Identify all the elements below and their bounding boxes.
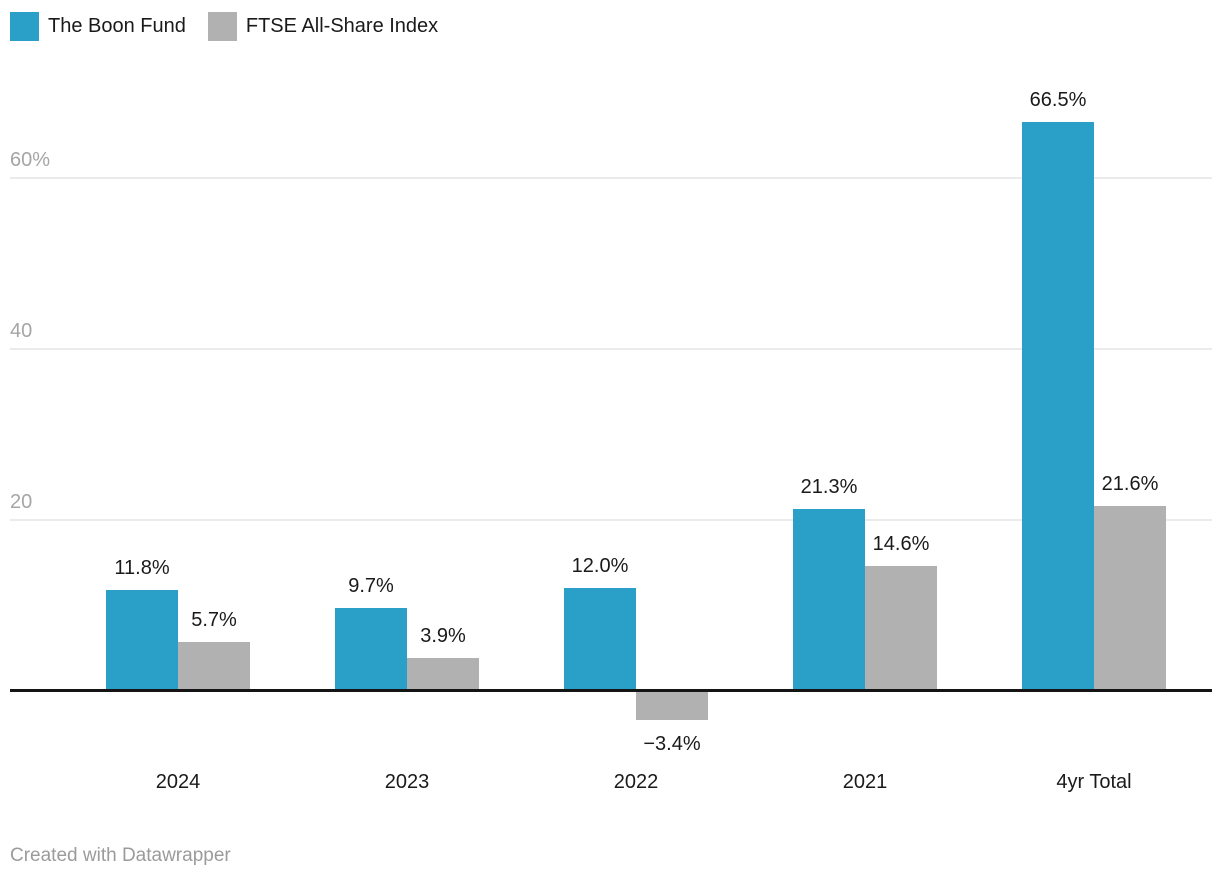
legend-item-boon-fund: The Boon Fund bbox=[10, 12, 186, 41]
value-label-ftse-index-2021: 14.6% bbox=[872, 533, 930, 556]
value-label-boon-fund-2024: 11.8% bbox=[114, 557, 170, 580]
category-label-2024: 2024 bbox=[155, 771, 201, 793]
value-label-ftse-index-2023: 3.9% bbox=[420, 624, 466, 647]
bar-boon-fund-2022 bbox=[564, 588, 636, 691]
legend-label-ftse-index: FTSE All-Share Index bbox=[245, 15, 439, 37]
category-label-2022: 2022 bbox=[613, 771, 659, 793]
value-label-boon-fund-4yr Total: 66.5% bbox=[1029, 89, 1087, 112]
bar-boon-fund-2023 bbox=[335, 608, 407, 691]
value-label-boon-fund-2022: 12.0% bbox=[571, 555, 629, 578]
legend-swatch-ftse-index bbox=[207, 12, 237, 41]
zero-baseline bbox=[10, 689, 1212, 692]
value-label-ftse-index-2022: −3.4% bbox=[643, 733, 701, 756]
bar-boon-fund-2024 bbox=[106, 590, 178, 691]
bar-boon-fund-4yr Total bbox=[1022, 122, 1094, 691]
gridline-20 bbox=[10, 519, 1212, 521]
category-label-2021: 2021 bbox=[842, 771, 888, 793]
legend-item-ftse-index: FTSE All-Share Index bbox=[207, 12, 439, 41]
bar-ftse-index-2021 bbox=[865, 566, 937, 691]
category-label-2023: 2023 bbox=[384, 771, 430, 793]
bar-boon-fund-2021 bbox=[793, 508, 865, 691]
bar-ftse-index-2023 bbox=[407, 657, 479, 691]
bar-ftse-index-2024 bbox=[178, 642, 250, 691]
y-tick-label-40: 40 bbox=[10, 320, 33, 342]
bar-ftse-index-2022 bbox=[636, 691, 708, 721]
legend: The Boon Fund FTSE All-Share Index bbox=[10, 12, 438, 41]
gridline-40 bbox=[10, 348, 1212, 350]
value-label-boon-fund-2021: 21.3% bbox=[800, 475, 858, 498]
gridline-60 bbox=[10, 177, 1212, 179]
value-label-boon-fund-2023: 9.7% bbox=[348, 575, 394, 598]
bar-ftse-index-4yr Total bbox=[1094, 506, 1166, 691]
y-tick-label-20: 20 bbox=[10, 491, 33, 513]
datawrapper-credit: Created with Datawrapper bbox=[10, 845, 231, 866]
legend-swatch-boon-fund bbox=[10, 12, 39, 41]
value-label-ftse-index-4yr Total: 21.6% bbox=[1101, 473, 1159, 496]
y-tick-label-60: 60% bbox=[10, 149, 51, 171]
value-label-ftse-index-2024: 5.7% bbox=[191, 609, 237, 632]
legend-label-boon-fund: The Boon Fund bbox=[48, 15, 186, 37]
category-label-4yr Total: 4yr Total bbox=[1056, 771, 1132, 793]
